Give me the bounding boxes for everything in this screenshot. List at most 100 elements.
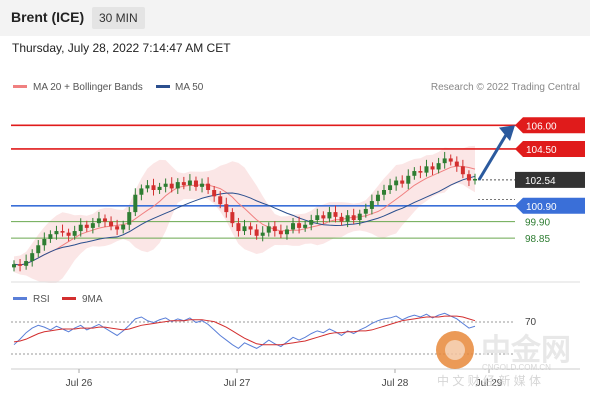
candle-body [357, 213, 362, 220]
x-tick-label: Jul 28 [382, 378, 409, 389]
level-label-98.85: 98.85 [525, 234, 550, 245]
candle-body [375, 194, 380, 202]
candle-body [18, 264, 23, 266]
credit-text: Research © 2022 Trading Central [431, 82, 580, 93]
candle-body [400, 180, 405, 184]
x-tick-label: Jul 27 [224, 378, 251, 389]
candle-body [284, 229, 289, 235]
candle-body [163, 183, 168, 187]
candle-body [382, 190, 387, 195]
level-label-106.00: 106.00 [526, 121, 557, 132]
level-labels: 106.00 104.50 102.54 100.90 99.90 98.85 [515, 117, 585, 245]
candle-body [24, 261, 29, 266]
timestamp: Thursday, July 28, 2022 7:14:47 AM CET [12, 41, 231, 55]
candle-body [236, 223, 241, 232]
candle-body [121, 224, 126, 230]
candle-body [84, 224, 89, 228]
rsi-ma-line [13, 315, 476, 346]
candle-body [430, 166, 435, 170]
candle-body [187, 180, 192, 186]
rsi-70-label: 70 [525, 317, 537, 328]
candle-body [303, 224, 308, 228]
forecast-arrow-line [477, 130, 510, 181]
candle-body [90, 223, 95, 228]
candle-body [466, 174, 471, 181]
forecast-arrow-head [499, 125, 515, 142]
candle-body [454, 161, 459, 167]
candle-body [412, 171, 417, 176]
ma20-line [13, 165, 476, 266]
candle-body [418, 171, 423, 173]
current-price-label: 102.54 [525, 176, 556, 187]
candle-body [12, 264, 16, 268]
candle-body [460, 166, 465, 175]
candle-body [248, 226, 253, 230]
candle-body [260, 232, 265, 236]
candle-body [102, 218, 107, 222]
candles [12, 125, 515, 272]
candle-body [242, 226, 247, 232]
rsi-legend-label: RSI [33, 294, 50, 305]
watermark-subtitle: 中 文 财 经 新 媒 体 [437, 373, 541, 388]
candle-body [369, 201, 374, 209]
candle-body [266, 226, 271, 233]
rsi-lines [13, 312, 476, 350]
rsi9ma-legend-label: 9MA [82, 294, 103, 305]
level-label-99.90: 99.90 [525, 218, 550, 229]
candle-body [345, 215, 350, 222]
candle-body [291, 223, 296, 230]
watermark-url: CNGOLD.COM.CN [482, 363, 551, 372]
candle-body [66, 232, 71, 236]
level-tag-104.50 [515, 140, 585, 157]
x-tick-label: Jul 26 [66, 378, 93, 389]
watermark-text: 中金网 [481, 333, 571, 367]
candle-body [115, 226, 120, 230]
candle-body [333, 212, 338, 217]
candle-body [145, 185, 150, 189]
candle-body [181, 182, 186, 186]
bollinger-band-area [14, 145, 475, 284]
symbol-title: Brent (ICE) [11, 9, 85, 25]
x-tick-label: Jul 29 [476, 378, 503, 389]
candle-body [388, 185, 393, 190]
candle-body [224, 204, 229, 213]
candle-body [315, 215, 320, 220]
ma20-legend-swatch [13, 85, 27, 88]
candle-body [36, 245, 41, 254]
candle-body [151, 185, 156, 190]
candle-body [133, 194, 138, 213]
chart-header: Brent (ICE) 30 MIN [0, 0, 590, 36]
candle-body [30, 253, 35, 262]
x-axis-ticks: Jul 26 Jul 27 Jul 28 Jul 29 [66, 369, 503, 389]
level-label-104.50: 104.50 [526, 145, 557, 156]
bollinger-band [14, 145, 475, 284]
candle-body [473, 178, 477, 181]
candle-body [436, 163, 441, 170]
candle-body [78, 224, 83, 232]
rsi-legend-swatch [13, 297, 27, 300]
ma20-legend-label: MA 20 + Bollinger Bands [33, 82, 143, 93]
candle-body [42, 238, 47, 246]
candle-body [109, 221, 114, 227]
candle-body [363, 208, 368, 214]
candle-body [297, 223, 302, 228]
candle-body [394, 180, 399, 186]
candle-body [139, 188, 144, 195]
ma50-line [13, 175, 476, 266]
candle-body [60, 231, 65, 233]
candle-body [309, 220, 314, 225]
candle-body [424, 166, 429, 173]
candle-body [193, 180, 198, 187]
level-tag-106.00 [515, 117, 585, 134]
candle-body [157, 186, 162, 190]
rsi-line [13, 312, 476, 350]
candle-body [406, 175, 411, 184]
candle-body [351, 215, 356, 220]
candle-body [54, 231, 59, 235]
timeframe-button[interactable]: 30 MIN [92, 7, 145, 29]
rsi9ma-legend-swatch [62, 297, 76, 300]
level-lines [11, 124, 580, 239]
candle-body [212, 190, 217, 197]
candle-body [206, 183, 211, 190]
